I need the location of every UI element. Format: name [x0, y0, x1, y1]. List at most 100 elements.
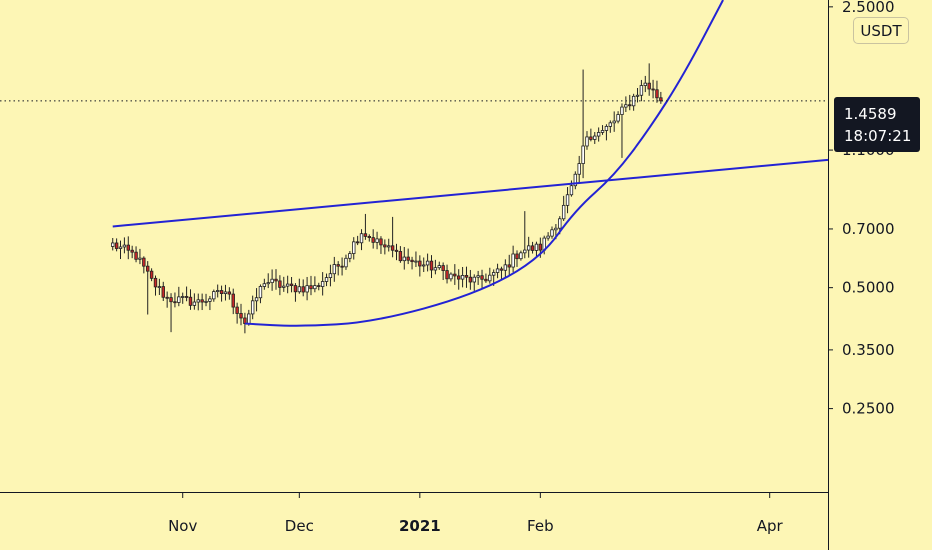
candle-body[interactable]: [484, 278, 488, 282]
candle-body[interactable]: [425, 260, 430, 266]
candle-body[interactable]: [503, 264, 508, 271]
candle-body[interactable]: [184, 296, 189, 298]
candle-body[interactable]: [624, 104, 628, 108]
candle-body[interactable]: [394, 249, 399, 252]
candle-body[interactable]: [270, 278, 274, 284]
candle-body[interactable]: [309, 285, 313, 290]
candle-body[interactable]: [235, 306, 239, 314]
candle-body[interactable]: [480, 275, 484, 280]
candle-body[interactable]: [227, 291, 232, 295]
candle-body[interactable]: [219, 290, 224, 295]
candle-body[interactable]: [196, 299, 200, 303]
candle-body[interactable]: [491, 272, 496, 276]
candle-body[interactable]: [585, 136, 589, 147]
candle-body[interactable]: [138, 257, 142, 260]
candle-body[interactable]: [375, 238, 379, 243]
candle-body[interactable]: [134, 251, 138, 260]
candle-body[interactable]: [530, 245, 535, 251]
candle-body[interactable]: [262, 283, 267, 287]
candle-body[interactable]: [204, 300, 208, 303]
candle-body[interactable]: [561, 204, 566, 220]
candle-body[interactable]: [348, 253, 352, 259]
candle-body[interactable]: [324, 277, 329, 282]
candle-body[interactable]: [457, 275, 461, 280]
candle-body[interactable]: [313, 285, 317, 290]
candle-body[interactable]: [418, 260, 422, 267]
candle-body[interactable]: [538, 243, 543, 251]
candle-body[interactable]: [593, 135, 597, 140]
candle-body[interactable]: [437, 265, 441, 269]
candle-body[interactable]: [285, 283, 290, 287]
candle-body[interactable]: [608, 122, 613, 127]
candle-body[interactable]: [188, 296, 193, 306]
candle-body[interactable]: [200, 299, 204, 303]
candle-body[interactable]: [495, 268, 500, 273]
candle-body[interactable]: [604, 125, 609, 131]
candle-body[interactable]: [616, 114, 620, 122]
candle-body[interactable]: [635, 94, 640, 97]
candle-body[interactable]: [659, 97, 663, 102]
candle-body[interactable]: [651, 88, 655, 91]
candle-body[interactable]: [577, 163, 581, 175]
candle-body[interactable]: [114, 242, 119, 249]
candle-body[interactable]: [328, 273, 333, 279]
candle-body[interactable]: [414, 260, 418, 263]
candle-body[interactable]: [523, 249, 527, 254]
candle-body[interactable]: [130, 249, 134, 253]
candle-body[interactable]: [231, 293, 235, 308]
candle-body[interactable]: [472, 276, 476, 283]
candle-body[interactable]: [192, 301, 197, 306]
candle-body[interactable]: [460, 275, 465, 280]
candle-body[interactable]: [320, 281, 325, 287]
candle-body[interactable]: [573, 173, 578, 187]
candle-body[interactable]: [247, 313, 251, 324]
candle-body[interactable]: [449, 273, 453, 280]
candle-body[interactable]: [398, 251, 403, 262]
candle-body[interactable]: [126, 244, 130, 251]
candle-body[interactable]: [215, 290, 220, 292]
candle-body[interactable]: [499, 268, 504, 271]
candle-body[interactable]: [558, 218, 562, 229]
candle-body[interactable]: [387, 245, 391, 248]
candle-body[interactable]: [441, 265, 445, 271]
candle-body[interactable]: [526, 245, 531, 251]
candle-body[interactable]: [550, 229, 554, 237]
candle-body[interactable]: [165, 296, 169, 299]
candle-body[interactable]: [620, 106, 624, 115]
candle-body[interactable]: [565, 194, 570, 206]
candle-body[interactable]: [142, 257, 146, 267]
candle-body[interactable]: [402, 256, 406, 262]
candle-body[interactable]: [511, 253, 515, 268]
resistance-trendline[interactable]: [112, 158, 829, 228]
candle-body[interactable]: [258, 286, 263, 299]
candle-body[interactable]: [468, 276, 473, 283]
candle-body[interactable]: [250, 300, 255, 315]
candle-body[interactable]: [445, 270, 449, 280]
candle-body[interactable]: [476, 275, 480, 278]
candle-body[interactable]: [453, 273, 457, 277]
candle-body[interactable]: [534, 243, 539, 251]
candle-body[interactable]: [359, 233, 364, 244]
candle-body[interactable]: [208, 298, 212, 302]
candle-body[interactable]: [336, 264, 340, 267]
candle-body[interactable]: [317, 285, 321, 287]
candle-body[interactable]: [297, 286, 302, 293]
candle-body[interactable]: [406, 256, 410, 261]
candle-body[interactable]: [301, 286, 305, 293]
candle-body[interactable]: [173, 301, 177, 304]
candle-body[interactable]: [612, 120, 616, 124]
candle-body[interactable]: [169, 297, 173, 303]
candle-body[interactable]: [546, 235, 550, 239]
candle-body[interactable]: [464, 275, 469, 278]
candle-body[interactable]: [177, 296, 181, 303]
candle-body[interactable]: [149, 270, 154, 279]
candle-body[interactable]: [383, 244, 387, 248]
candle-body[interactable]: [581, 145, 585, 164]
candle-body[interactable]: [655, 89, 659, 99]
candle-body[interactable]: [628, 104, 632, 107]
candle-body[interactable]: [254, 297, 259, 302]
candle-body[interactable]: [157, 286, 162, 288]
candle-body[interactable]: [488, 274, 492, 282]
candle-body[interactable]: [161, 286, 165, 298]
